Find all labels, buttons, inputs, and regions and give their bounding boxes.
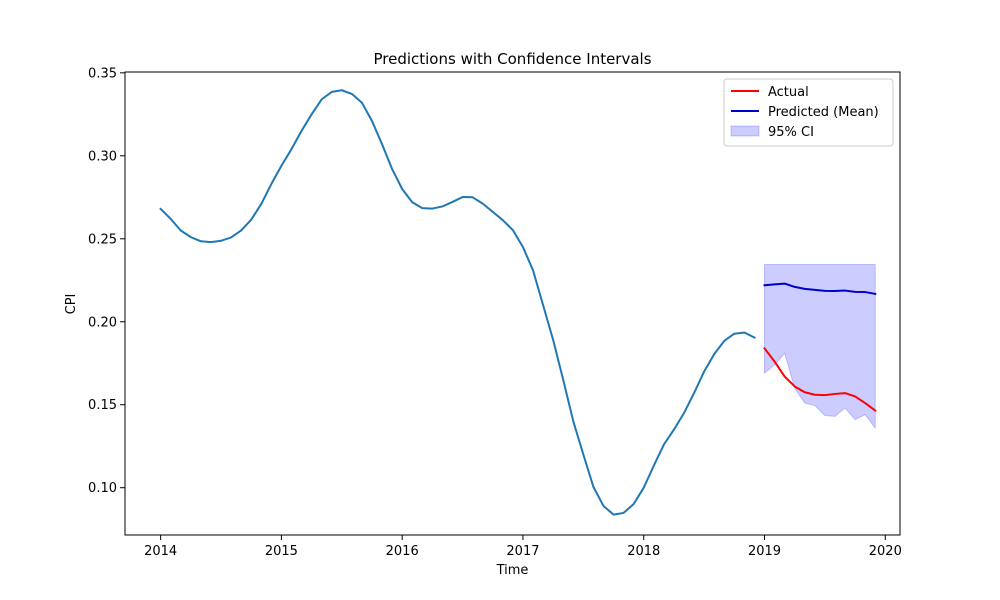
ci-layer <box>764 264 876 430</box>
y-axis-label: CPI <box>64 294 79 315</box>
chart-title: Predictions with Confidence Intervals <box>373 50 651 68</box>
legend: Actual Predicted (Mean) 95% CI <box>723 78 894 147</box>
ci-band <box>764 264 876 430</box>
plot-area <box>124 71 901 536</box>
x-tick-label: 2016 <box>386 544 419 559</box>
x-axis-label: Time <box>496 563 529 578</box>
y-tick-label: 0.10 <box>88 481 117 496</box>
y-tick-label: 0.25 <box>88 232 117 247</box>
y-tick-label: 0.30 <box>88 149 117 164</box>
legend-label-predicted: Predicted (Mean) <box>768 105 879 120</box>
legend-swatch-ci <box>730 125 760 137</box>
actual-line <box>763 346 877 412</box>
predicted-line <box>763 282 877 296</box>
legend-frame <box>723 78 894 147</box>
x-tick-label: 2018 <box>627 544 660 559</box>
x-tick-label: 2020 <box>869 544 902 559</box>
axes-background <box>125 72 900 535</box>
legend-label-actual: Actual <box>768 85 809 100</box>
history-line <box>159 89 756 516</box>
y-tick-label: 0.35 <box>88 66 117 81</box>
x-tick-label: 2015 <box>265 544 298 559</box>
y-tick-label: 0.15 <box>88 398 117 413</box>
y-axis: 0.10 0.15 0.20 0.25 0.30 0.35 <box>88 66 125 496</box>
x-tick-label: 2017 <box>506 544 539 559</box>
x-axis: 2014 2015 2016 2017 2018 2019 2020 <box>144 535 902 559</box>
y-tick-label: 0.20 <box>88 315 117 330</box>
legend-label-ci: 95% CI <box>768 125 814 140</box>
x-tick-label: 2014 <box>144 544 177 559</box>
x-tick-label: 2019 <box>748 544 781 559</box>
lines-layer <box>159 89 877 516</box>
axes-frame <box>124 71 901 536</box>
